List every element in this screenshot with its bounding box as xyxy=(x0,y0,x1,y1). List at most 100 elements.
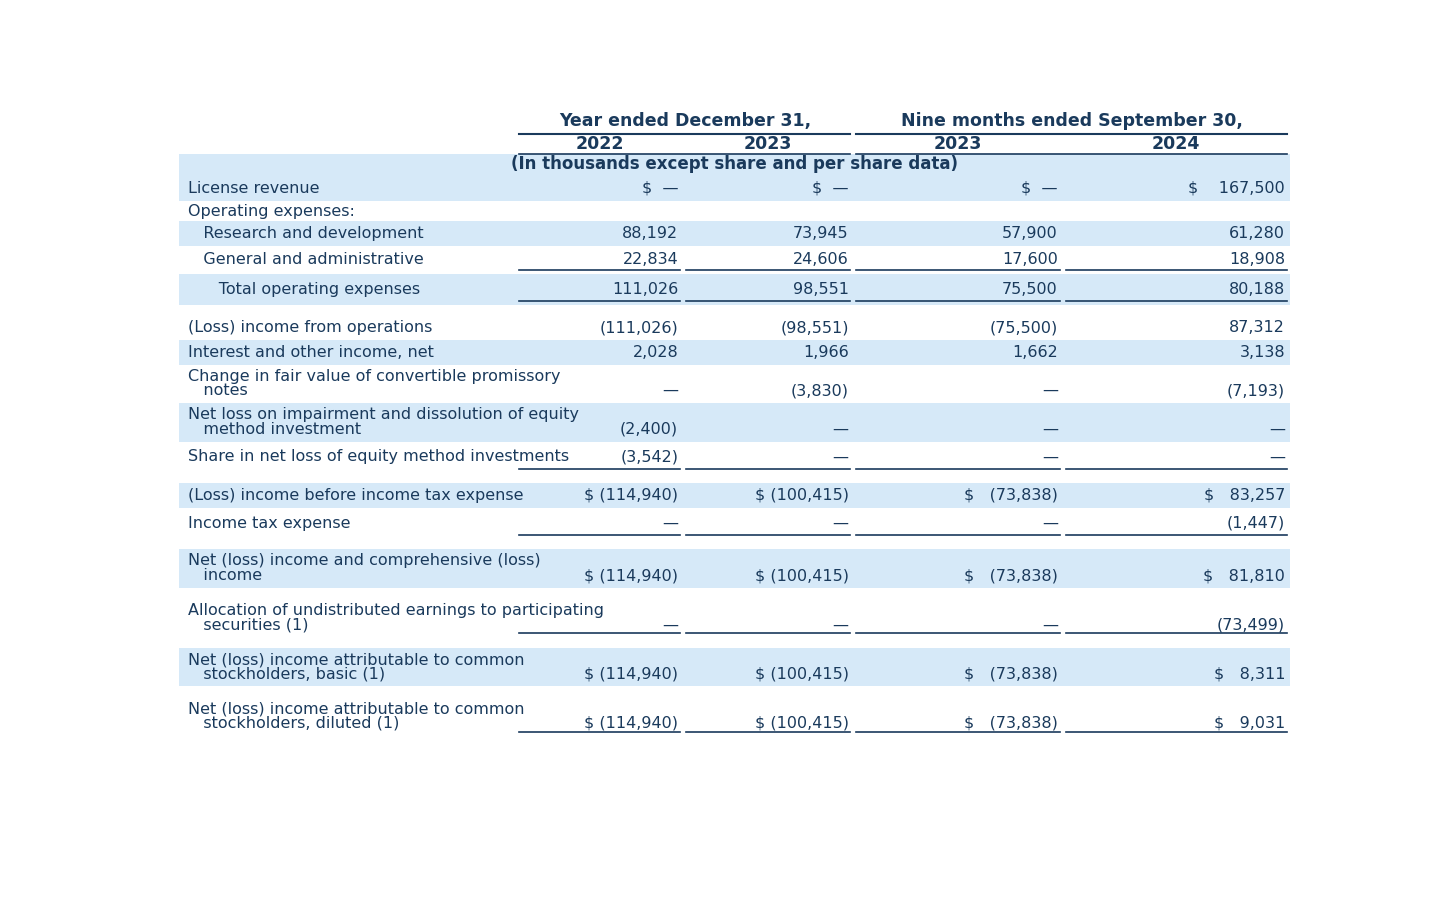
Text: $ (114,940): $ (114,940) xyxy=(585,716,678,731)
Text: Share in net loss of equity method investments: Share in net loss of equity method inves… xyxy=(188,449,569,465)
Text: Nine months ended September 30,: Nine months ended September 30, xyxy=(900,113,1242,130)
Text: Net loss on impairment and dissolution of equity: Net loss on impairment and dissolution o… xyxy=(188,407,579,422)
Text: 111,026: 111,026 xyxy=(612,281,678,297)
Text: $   8,311: $ 8,311 xyxy=(1214,666,1285,682)
Text: —: — xyxy=(1042,617,1058,632)
Text: 24,606: 24,606 xyxy=(792,252,848,267)
Text: (2,400): (2,400) xyxy=(620,422,678,437)
Text: Year ended December 31,: Year ended December 31, xyxy=(559,113,811,130)
Text: (7,193): (7,193) xyxy=(1227,383,1285,399)
Text: (75,500): (75,500) xyxy=(990,321,1058,335)
Bar xyxy=(179,222,1290,246)
Text: 2024: 2024 xyxy=(1152,134,1201,153)
Text: 57,900: 57,900 xyxy=(1002,226,1058,242)
Text: 22,834: 22,834 xyxy=(622,252,678,267)
Text: (3,542): (3,542) xyxy=(620,449,678,465)
Bar xyxy=(179,315,1290,340)
Bar xyxy=(179,598,1290,637)
Text: method investment: method investment xyxy=(188,422,361,437)
Text: stockholders, diluted (1): stockholders, diluted (1) xyxy=(188,716,400,731)
Text: 2022: 2022 xyxy=(575,134,623,153)
Text: Research and development: Research and development xyxy=(188,226,424,242)
Text: —: — xyxy=(1270,422,1285,437)
Text: Interest and other income, net: Interest and other income, net xyxy=(188,345,434,360)
Text: 3,138: 3,138 xyxy=(1240,345,1285,360)
Text: $   (73,838): $ (73,838) xyxy=(964,666,1058,682)
Text: (3,830): (3,830) xyxy=(791,383,848,399)
Bar xyxy=(179,472,1290,483)
Text: income: income xyxy=(188,568,262,583)
Text: Allocation of undistributed earnings to participating: Allocation of undistributed earnings to … xyxy=(188,603,605,617)
Bar xyxy=(179,202,1290,222)
Bar xyxy=(179,340,1290,365)
Text: $ (100,415): $ (100,415) xyxy=(755,568,848,583)
Text: $  —: $ — xyxy=(1022,181,1058,196)
Bar xyxy=(179,403,1290,441)
Bar xyxy=(179,508,1290,538)
Text: 2023: 2023 xyxy=(744,134,792,153)
Text: —: — xyxy=(833,422,848,437)
Text: (1,447): (1,447) xyxy=(1227,516,1285,530)
Text: stockholders, basic (1): stockholders, basic (1) xyxy=(188,666,385,682)
Text: —: — xyxy=(662,516,678,530)
Text: —: — xyxy=(833,449,848,465)
Text: $ (114,940): $ (114,940) xyxy=(585,568,678,583)
Text: (111,026): (111,026) xyxy=(599,321,678,335)
Text: 2,028: 2,028 xyxy=(632,345,678,360)
Text: 2023: 2023 xyxy=(934,134,982,153)
Text: 1,662: 1,662 xyxy=(1012,345,1058,360)
Text: $ (114,940): $ (114,940) xyxy=(585,666,678,682)
Text: $   (73,838): $ (73,838) xyxy=(964,568,1058,583)
Text: 1,966: 1,966 xyxy=(802,345,848,360)
Text: —: — xyxy=(1042,449,1058,465)
Bar xyxy=(179,365,1290,403)
Text: Net (loss) income and comprehensive (loss): Net (loss) income and comprehensive (los… xyxy=(188,554,542,568)
Text: (Loss) income before income tax expense: (Loss) income before income tax expense xyxy=(188,488,524,503)
Text: $   9,031: $ 9,031 xyxy=(1214,716,1285,731)
Text: $ (100,415): $ (100,415) xyxy=(755,488,848,503)
Text: 98,551: 98,551 xyxy=(792,281,848,297)
Text: 80,188: 80,188 xyxy=(1230,281,1285,297)
Text: 87,312: 87,312 xyxy=(1230,321,1285,335)
Text: (98,551): (98,551) xyxy=(780,321,848,335)
Text: 73,945: 73,945 xyxy=(792,226,848,242)
Bar xyxy=(179,304,1290,315)
Bar xyxy=(179,109,1290,153)
Text: (Loss) income from operations: (Loss) income from operations xyxy=(188,321,433,335)
Text: Net (loss) income attributable to common: Net (loss) income attributable to common xyxy=(188,652,524,667)
Text: $ (100,415): $ (100,415) xyxy=(755,666,848,682)
Text: $    167,500: $ 167,500 xyxy=(1188,181,1285,196)
Bar xyxy=(179,637,1290,648)
Text: Change in fair value of convertible promissory: Change in fair value of convertible prom… xyxy=(188,369,560,384)
Text: notes: notes xyxy=(188,383,248,399)
Text: —: — xyxy=(1042,516,1058,530)
Text: Operating expenses:: Operating expenses: xyxy=(188,204,355,219)
Text: —: — xyxy=(833,516,848,530)
Bar xyxy=(179,538,1290,549)
Text: —: — xyxy=(1042,383,1058,399)
Text: $ (114,940): $ (114,940) xyxy=(585,488,678,503)
Text: —: — xyxy=(1270,449,1285,465)
Text: $   (73,838): $ (73,838) xyxy=(964,488,1058,503)
Bar xyxy=(179,273,1290,304)
Text: $ (100,415): $ (100,415) xyxy=(755,716,848,731)
Text: 75,500: 75,500 xyxy=(1002,281,1058,297)
Text: 17,600: 17,600 xyxy=(1002,252,1058,267)
Bar xyxy=(179,549,1290,587)
Text: —: — xyxy=(662,617,678,632)
Text: 88,192: 88,192 xyxy=(622,226,678,242)
Text: (73,499): (73,499) xyxy=(1217,617,1285,632)
Text: $  —: $ — xyxy=(813,181,848,196)
Bar xyxy=(179,246,1290,273)
Text: 18,908: 18,908 xyxy=(1230,252,1285,267)
Text: General and administrative: General and administrative xyxy=(188,252,424,267)
Text: —: — xyxy=(662,383,678,399)
Bar xyxy=(179,441,1290,472)
Text: (In thousands except share and per share data): (In thousands except share and per share… xyxy=(512,155,957,173)
Bar xyxy=(179,175,1290,202)
Text: Net (loss) income attributable to common: Net (loss) income attributable to common xyxy=(188,701,524,716)
Text: $  —: $ — xyxy=(642,181,678,196)
Bar xyxy=(179,686,1290,697)
Bar xyxy=(179,483,1290,508)
Text: License revenue: License revenue xyxy=(188,181,320,196)
